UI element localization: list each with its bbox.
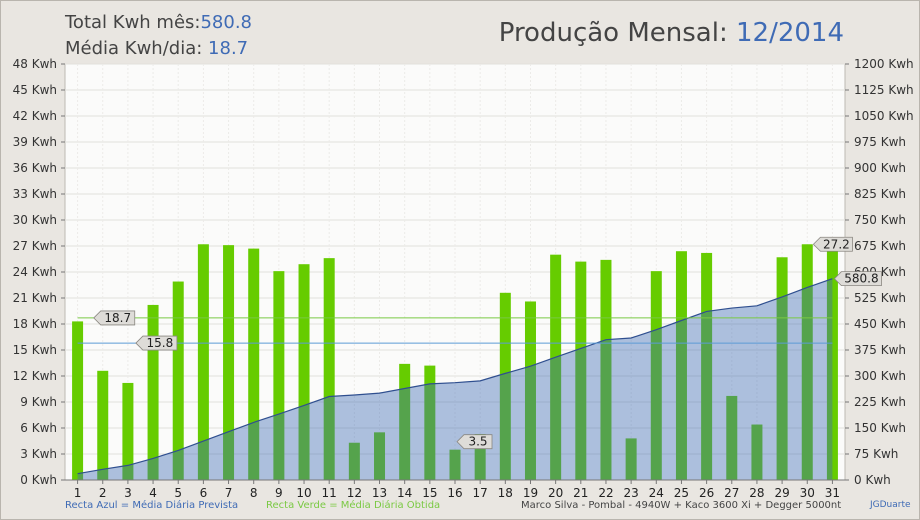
x-tick-label: 21	[573, 486, 588, 500]
day-16-label: 3.5	[468, 435, 487, 449]
x-tick-label: 17	[473, 486, 488, 500]
x-tick-label: 2	[99, 486, 107, 500]
y-left-tick-label: 42 Kwh	[13, 109, 57, 123]
credit: JGDuarte	[870, 500, 911, 510]
x-tick-label: 15	[422, 486, 437, 500]
y-right-tick-label: 1050 Kwh	[854, 109, 914, 123]
y-right-tick-label: 300 Kwh	[854, 369, 906, 383]
day-31-label: 27.2	[823, 237, 850, 251]
day-bar	[148, 305, 159, 480]
y-left-tick-label: 18 Kwh	[13, 317, 57, 331]
y-right-tick-label: 525 Kwh	[854, 291, 906, 305]
y-left-tick-label: 12 Kwh	[13, 369, 57, 383]
x-tick-label: 25	[674, 486, 689, 500]
y-left-tick-label: 30 Kwh	[13, 213, 57, 227]
blue-line-legend: Recta Azul = Média Diária Prevista	[65, 500, 238, 511]
x-tick-label: 11	[322, 486, 337, 500]
x-tick-label: 9	[275, 486, 283, 500]
x-tick-label: 14	[397, 486, 412, 500]
x-tick-label: 29	[774, 486, 789, 500]
x-tick-label: 19	[523, 486, 538, 500]
y-right-tick-label: 225 Kwh	[854, 395, 906, 409]
avg-obtained-label: 18.7	[104, 311, 131, 325]
x-tick-label: 1	[74, 486, 82, 500]
y-right-tick-label: 0 Kwh	[854, 473, 891, 487]
x-tick-label: 28	[749, 486, 764, 500]
x-tick-label: 31	[825, 486, 840, 500]
y-left-tick-label: 48 Kwh	[13, 57, 57, 71]
x-tick-label: 5	[174, 486, 182, 500]
day-bar	[72, 321, 83, 480]
x-tick-label: 12	[347, 486, 362, 500]
x-tick-label: 23	[623, 486, 638, 500]
y-right-tick-label: 750 Kwh	[854, 213, 906, 227]
total-cumulative-label: 580.8	[844, 272, 878, 286]
y-left-tick-label: 15 Kwh	[13, 343, 57, 357]
x-tick-label: 22	[598, 486, 613, 500]
y-left-tick-label: 3 Kwh	[20, 447, 57, 461]
y-left-tick-label: 9 Kwh	[20, 395, 57, 409]
x-tick-label: 30	[800, 486, 815, 500]
x-tick-label: 6	[200, 486, 208, 500]
x-tick-label: 3	[124, 486, 132, 500]
x-tick-label: 7	[225, 486, 233, 500]
y-left-tick-label: 24 Kwh	[13, 265, 57, 279]
day-bar	[97, 371, 108, 480]
system-info: Marco Silva - Pombal - 4940W + Kaco 3600…	[521, 500, 841, 511]
y-right-tick-label: 675 Kwh	[854, 239, 906, 253]
y-left-tick-label: 45 Kwh	[13, 83, 57, 97]
y-left-tick-label: 0 Kwh	[20, 473, 57, 487]
y-right-tick-label: 75 Kwh	[854, 447, 898, 461]
y-left-tick-label: 36 Kwh	[13, 161, 57, 175]
y-right-tick-label: 150 Kwh	[854, 421, 906, 435]
x-tick-label: 26	[699, 486, 714, 500]
y-right-tick-label: 825 Kwh	[854, 187, 906, 201]
y-right-tick-label: 450 Kwh	[854, 317, 906, 331]
y-right-tick-label: 900 Kwh	[854, 161, 906, 175]
x-tick-label: 27	[724, 486, 739, 500]
x-tick-label: 16	[447, 486, 462, 500]
x-tick-label: 13	[372, 486, 387, 500]
y-left-tick-label: 6 Kwh	[20, 421, 57, 435]
x-tick-label: 4	[149, 486, 157, 500]
x-tick-label: 8	[250, 486, 258, 500]
x-tick-label: 24	[649, 486, 664, 500]
y-right-tick-label: 1125 Kwh	[854, 83, 914, 97]
avg-predicted-label: 15.8	[147, 336, 174, 350]
y-left-tick-label: 27 Kwh	[13, 239, 57, 253]
x-tick-label: 18	[498, 486, 513, 500]
y-right-tick-label: 975 Kwh	[854, 135, 906, 149]
x-tick-label: 10	[296, 486, 311, 500]
y-left-tick-label: 21 Kwh	[13, 291, 57, 305]
y-left-tick-label: 33 Kwh	[13, 187, 57, 201]
x-tick-label: 20	[548, 486, 563, 500]
green-line-legend: Recta Verde = Média Diária Obtida	[266, 500, 440, 511]
y-right-tick-label: 1200 Kwh	[854, 57, 914, 71]
y-left-tick-label: 39 Kwh	[13, 135, 57, 149]
y-right-tick-label: 375 Kwh	[854, 343, 906, 357]
